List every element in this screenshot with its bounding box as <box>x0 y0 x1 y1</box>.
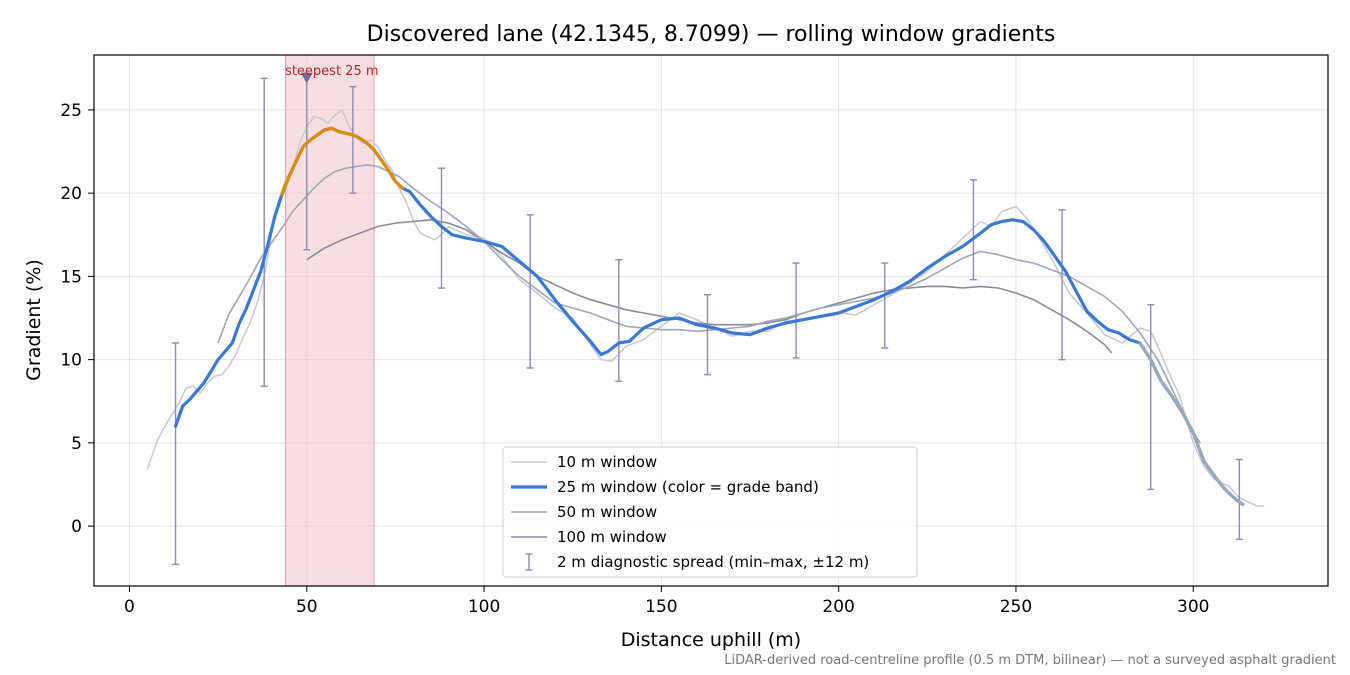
series-line-w25-gentle <box>1138 341 1245 506</box>
series-line-w10 <box>146 109 1265 507</box>
spread-bar <box>1235 458 1243 541</box>
spread-bar <box>526 214 534 369</box>
legend: 10 m window 25 m window (color = grade ba… <box>502 446 918 578</box>
x-tick-label: 300 <box>1177 597 1209 617</box>
legend-entry: 100 m window <box>511 528 667 546</box>
plot-frame <box>93 54 1329 587</box>
series-line-w25-steep <box>280 126 405 197</box>
spread-bar <box>969 179 977 281</box>
spread-bar <box>615 259 623 382</box>
spread-bar <box>172 342 180 566</box>
x-tick-label: 150 <box>645 597 677 617</box>
x-tick-label: 250 <box>1000 597 1032 617</box>
x-tick-label: 50 <box>296 597 318 617</box>
legend-entry: 50 m window <box>511 503 657 521</box>
y-tick-label: 10 <box>60 351 82 371</box>
spread-bar <box>260 77 268 387</box>
x-tick-label: 0 <box>124 597 135 617</box>
legend-entry: 25 m window (color = grade band) <box>511 478 819 496</box>
y-tick-label: 15 <box>60 267 82 287</box>
legend-entry: 10 m window <box>511 453 657 471</box>
spread-bar <box>1147 303 1155 491</box>
legend-label: 25 m window (color = grade band) <box>557 478 819 496</box>
legend-label: 10 m window <box>557 453 657 471</box>
spread-bar <box>349 85 357 194</box>
x-tick-label: 100 <box>468 597 500 617</box>
series-group <box>146 75 1265 566</box>
series-line-w100 <box>306 219 1113 354</box>
x-tick-label: 200 <box>822 597 854 617</box>
spread-bar <box>792 262 800 359</box>
y-tick-label: 5 <box>71 434 82 454</box>
y-tick-label: 0 <box>71 517 82 537</box>
plot-area: steepest 25 m 0 50 100 150 200 250 300 0 5 10 15 20 2… <box>60 54 1329 617</box>
footnote: LiDAR-derived road-centreline profile (0… <box>724 653 1336 668</box>
legend-label: 100 m window <box>557 528 667 546</box>
steepest-annotation: steepest 25 m <box>285 64 378 79</box>
x-axis-label: Distance uphill (m) <box>621 629 801 651</box>
y-tick-label: 20 <box>60 184 82 204</box>
chart-title: Discovered lane (42.1345, 8.7099) — roll… <box>367 22 1056 47</box>
spread-bar <box>1058 209 1066 361</box>
y-tick-label: 25 <box>60 101 82 121</box>
legend-label: 2 m diagnostic spread (min–max, ±12 m) <box>557 553 869 571</box>
spread-bar <box>703 293 711 376</box>
y-axis-label: Gradient (%) <box>23 259 45 381</box>
series-line-w50 <box>217 164 1201 444</box>
legend-entry: 2 m diagnostic spread (min–max, ±12 m) <box>525 553 869 571</box>
steepest-marker <box>300 72 313 84</box>
spread-bar <box>881 262 889 349</box>
steepest-section-band <box>284 54 375 587</box>
legend-box <box>502 446 918 578</box>
legend-label: 50 m window <box>557 503 657 521</box>
